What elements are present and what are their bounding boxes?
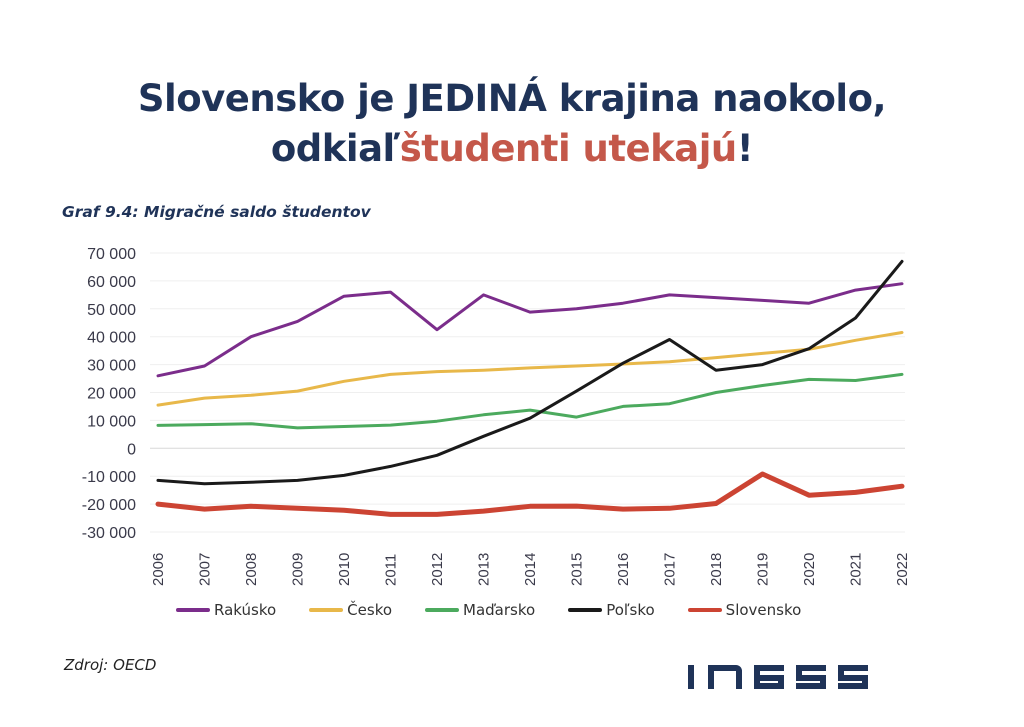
- x-tick-label: 2013: [476, 553, 493, 586]
- legend-item: Rakúsko: [176, 601, 276, 619]
- y-tick-label: 50 000: [87, 302, 136, 319]
- x-tick-label: 2019: [755, 553, 772, 586]
- x-tick-label: 2018: [708, 553, 725, 586]
- chart-series: [155, 259, 905, 517]
- legend-swatch-icon: [176, 608, 210, 612]
- source-note: Zdroj: OECD: [64, 656, 157, 674]
- y-tick-label: 30 000: [87, 358, 136, 375]
- legend-item: Maďarsko: [425, 601, 535, 619]
- chart-gridlines: [150, 252, 905, 533]
- x-tick-label: 2009: [290, 553, 307, 586]
- x-tick-label: 2008: [243, 553, 260, 586]
- x-tick-label: 2007: [197, 553, 214, 586]
- y-tick-label: -10 000: [82, 469, 136, 486]
- series-line-poľsko: [156, 259, 904, 486]
- line-chart: 70 000 60 000 50 000 40 000 30 000 20 000 10 0…: [82, 246, 911, 586]
- x-tick-label: 2012: [429, 553, 446, 586]
- series-line-česko: [156, 331, 904, 407]
- x-tick-label: 2014: [522, 553, 539, 586]
- x-tick-label: 2006: [150, 553, 167, 586]
- legend-item: Česko: [309, 601, 392, 619]
- headline-line-2: odkiaľštudenti utekajú!: [0, 124, 1024, 174]
- y-tick-label: -30 000: [82, 525, 136, 542]
- series-line-maďarsko: [156, 372, 904, 430]
- legend-label: Maďarsko: [463, 601, 536, 619]
- iness-logo: [688, 665, 868, 689]
- headline-suffix: !: [736, 127, 754, 170]
- x-tick-label: 2010: [336, 553, 353, 586]
- legend-label: Česko: [347, 601, 393, 619]
- chart-subtitle: Graf 9.4: Migračné saldo študentov: [62, 203, 371, 221]
- legend-swatch-icon: [687, 608, 722, 612]
- x-tick-label: 2020: [801, 553, 818, 586]
- x-tick-label: 2022: [894, 553, 911, 586]
- y-tick-label: 70 000: [87, 246, 136, 263]
- chart-legend: Rakúsko Česko Maďarsko Poľsko Slovensko: [176, 601, 834, 619]
- series-line-slovensko: [155, 471, 905, 517]
- y-tick-label: 0: [127, 441, 136, 458]
- y-tick-label: 20 000: [87, 386, 136, 403]
- headline-line-2-prefix: odkiaľ: [270, 127, 400, 170]
- x-axis-labels: 2006 2007 2008 2009 2010 2011 2012 2013 2014 2015…: [150, 553, 911, 586]
- x-tick-label: 2016: [615, 553, 632, 586]
- legend-label: Slovensko: [725, 601, 802, 619]
- legend-swatch-icon: [568, 608, 603, 612]
- legend-label: Poľsko: [606, 601, 655, 619]
- x-tick-label: 2015: [569, 553, 586, 586]
- legend-swatch-icon: [425, 608, 460, 612]
- y-tick-label: 10 000: [87, 413, 136, 430]
- headline-accent: študenti utekajú: [399, 127, 737, 170]
- legend-item: Slovensko: [687, 601, 802, 619]
- series-line-rakúsko: [156, 282, 904, 378]
- y-axis-labels: 70 000 60 000 50 000 40 000 30 000 20 000 10 0…: [82, 246, 136, 542]
- x-tick-label: 2017: [662, 553, 679, 586]
- legend-item: Poľsko: [568, 601, 655, 619]
- y-tick-label: 40 000: [87, 330, 136, 347]
- y-tick-label: -20 000: [82, 497, 136, 514]
- legend-swatch-icon: [309, 608, 344, 612]
- x-tick-label: 2011: [383, 554, 400, 586]
- x-tick-label: 2021: [848, 553, 865, 586]
- legend-label: Rakúsko: [214, 601, 277, 619]
- y-tick-label: 60 000: [87, 274, 136, 291]
- headline: Slovensko je JEDINÁ krajina naokolo, odk…: [0, 74, 1024, 174]
- headline-line-1: Slovensko je JEDINÁ krajina naokolo,: [137, 77, 887, 120]
